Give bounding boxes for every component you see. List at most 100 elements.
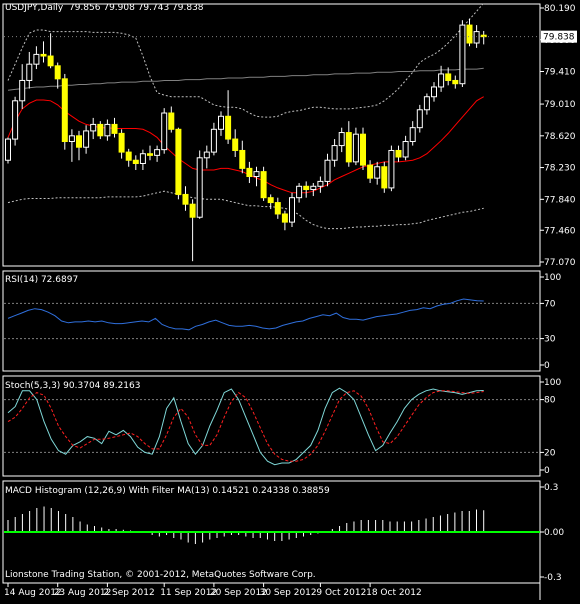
candle-body bbox=[54, 65, 61, 80]
macd-panel-title: MACD Histogram (12,26,9) With Filter MA(… bbox=[5, 486, 330, 496]
candle bbox=[438, 65, 445, 92]
last-price-label: 79.838 bbox=[543, 33, 575, 43]
candle-body bbox=[253, 171, 260, 178]
candle-body bbox=[154, 149, 161, 156]
candle bbox=[338, 127, 345, 153]
candle bbox=[345, 121, 352, 167]
candle bbox=[154, 145, 161, 162]
price-axis-label: 79.010 bbox=[544, 100, 576, 110]
stoch-axis-label: 20 bbox=[544, 448, 556, 458]
rsi-axis-label: 0 bbox=[544, 361, 550, 371]
candle bbox=[331, 139, 338, 167]
candle bbox=[452, 75, 459, 89]
candle-body bbox=[331, 145, 338, 161]
stoch-series-line bbox=[7, 390, 484, 462]
candle bbox=[161, 108, 168, 154]
candle bbox=[76, 130, 82, 161]
candle bbox=[12, 96, 19, 146]
x-axis-label: 9 Oct 2012 bbox=[316, 588, 366, 598]
candle-body bbox=[289, 197, 295, 223]
candle bbox=[54, 62, 61, 89]
candle-body bbox=[26, 63, 33, 81]
candle-body bbox=[5, 138, 11, 161]
candle-body bbox=[274, 202, 281, 215]
candle-body bbox=[452, 79, 459, 85]
stoch-axis-label: 0 bbox=[544, 466, 550, 476]
candle-body bbox=[296, 185, 303, 199]
candle bbox=[118, 129, 125, 159]
candle-body bbox=[189, 203, 196, 218]
candle bbox=[83, 125, 90, 154]
candle-body bbox=[367, 164, 374, 179]
candle-body bbox=[47, 55, 54, 67]
price-axis-label: 80.190 bbox=[544, 4, 576, 14]
main-chart-title: USDJPY,Daily 79.856 79.908 79.743 79.838 bbox=[5, 3, 204, 13]
stoch-axis-label: 100 bbox=[544, 378, 561, 388]
candle-body bbox=[83, 130, 90, 148]
overlay-line bbox=[7, 2, 485, 118]
candle-body bbox=[431, 86, 437, 98]
candle bbox=[189, 199, 196, 262]
overlay-line bbox=[7, 190, 484, 230]
candle bbox=[239, 140, 246, 174]
candle bbox=[402, 135, 409, 161]
candle bbox=[388, 145, 395, 192]
candle bbox=[203, 145, 210, 169]
candle bbox=[5, 137, 11, 164]
candle bbox=[61, 73, 68, 150]
copyright-text: Lionstone Trading Station, © 2001-2012, … bbox=[5, 570, 316, 580]
candle bbox=[416, 104, 423, 133]
rsi-panel-frame bbox=[2, 270, 541, 372]
candle bbox=[289, 192, 295, 227]
overlay-line bbox=[7, 67, 484, 91]
candle-body bbox=[445, 73, 452, 81]
rsi-panel-title: RSI(14) 72.6897 bbox=[5, 275, 79, 285]
macd-axis-label: 0.3 bbox=[544, 483, 558, 493]
candle bbox=[19, 64, 26, 109]
candle-body bbox=[168, 112, 175, 130]
candle-body bbox=[395, 149, 402, 158]
candle-body bbox=[317, 180, 324, 187]
candle-body bbox=[423, 96, 430, 111]
candle bbox=[409, 121, 416, 146]
candle bbox=[381, 161, 388, 193]
candle-body bbox=[246, 167, 253, 178]
candle-body bbox=[388, 149, 395, 189]
candle bbox=[431, 82, 437, 102]
x-axis-label: 20 Sep 2012 bbox=[210, 588, 267, 598]
candle-body bbox=[225, 115, 232, 140]
candle-body bbox=[61, 78, 68, 143]
candle bbox=[423, 93, 430, 115]
candle bbox=[132, 155, 139, 171]
candle bbox=[303, 181, 310, 198]
candle-body bbox=[19, 79, 26, 102]
rsi-series-line bbox=[7, 298, 484, 331]
x-axis-label: 18 Oct 2012 bbox=[366, 588, 422, 598]
candle-body bbox=[139, 153, 146, 164]
last-price-box bbox=[541, 30, 577, 43]
candle bbox=[274, 197, 281, 219]
candle-body bbox=[374, 166, 381, 179]
candle bbox=[360, 127, 366, 171]
rsi-axis-label: 70 bbox=[544, 299, 556, 309]
x-axis-label: 30 Sep 2012 bbox=[260, 588, 317, 598]
candle bbox=[352, 127, 359, 166]
candle-body bbox=[480, 34, 487, 38]
candle-body bbox=[33, 53, 40, 65]
candle bbox=[218, 111, 224, 136]
candle-body bbox=[310, 185, 317, 191]
price-axis-label: 77.460 bbox=[544, 226, 576, 236]
candle bbox=[395, 145, 402, 162]
candle-body bbox=[381, 166, 388, 189]
candle-body bbox=[90, 123, 97, 132]
candle-body bbox=[352, 133, 359, 163]
candle bbox=[310, 183, 317, 197]
candle-body bbox=[68, 135, 75, 143]
candle-body bbox=[303, 185, 310, 191]
candle bbox=[267, 194, 274, 210]
candle bbox=[33, 46, 40, 70]
macd-axis-label: 0.00 bbox=[544, 528, 564, 538]
candle-body bbox=[338, 132, 345, 147]
x-axis-label: 11 Sep 2012 bbox=[160, 588, 217, 598]
